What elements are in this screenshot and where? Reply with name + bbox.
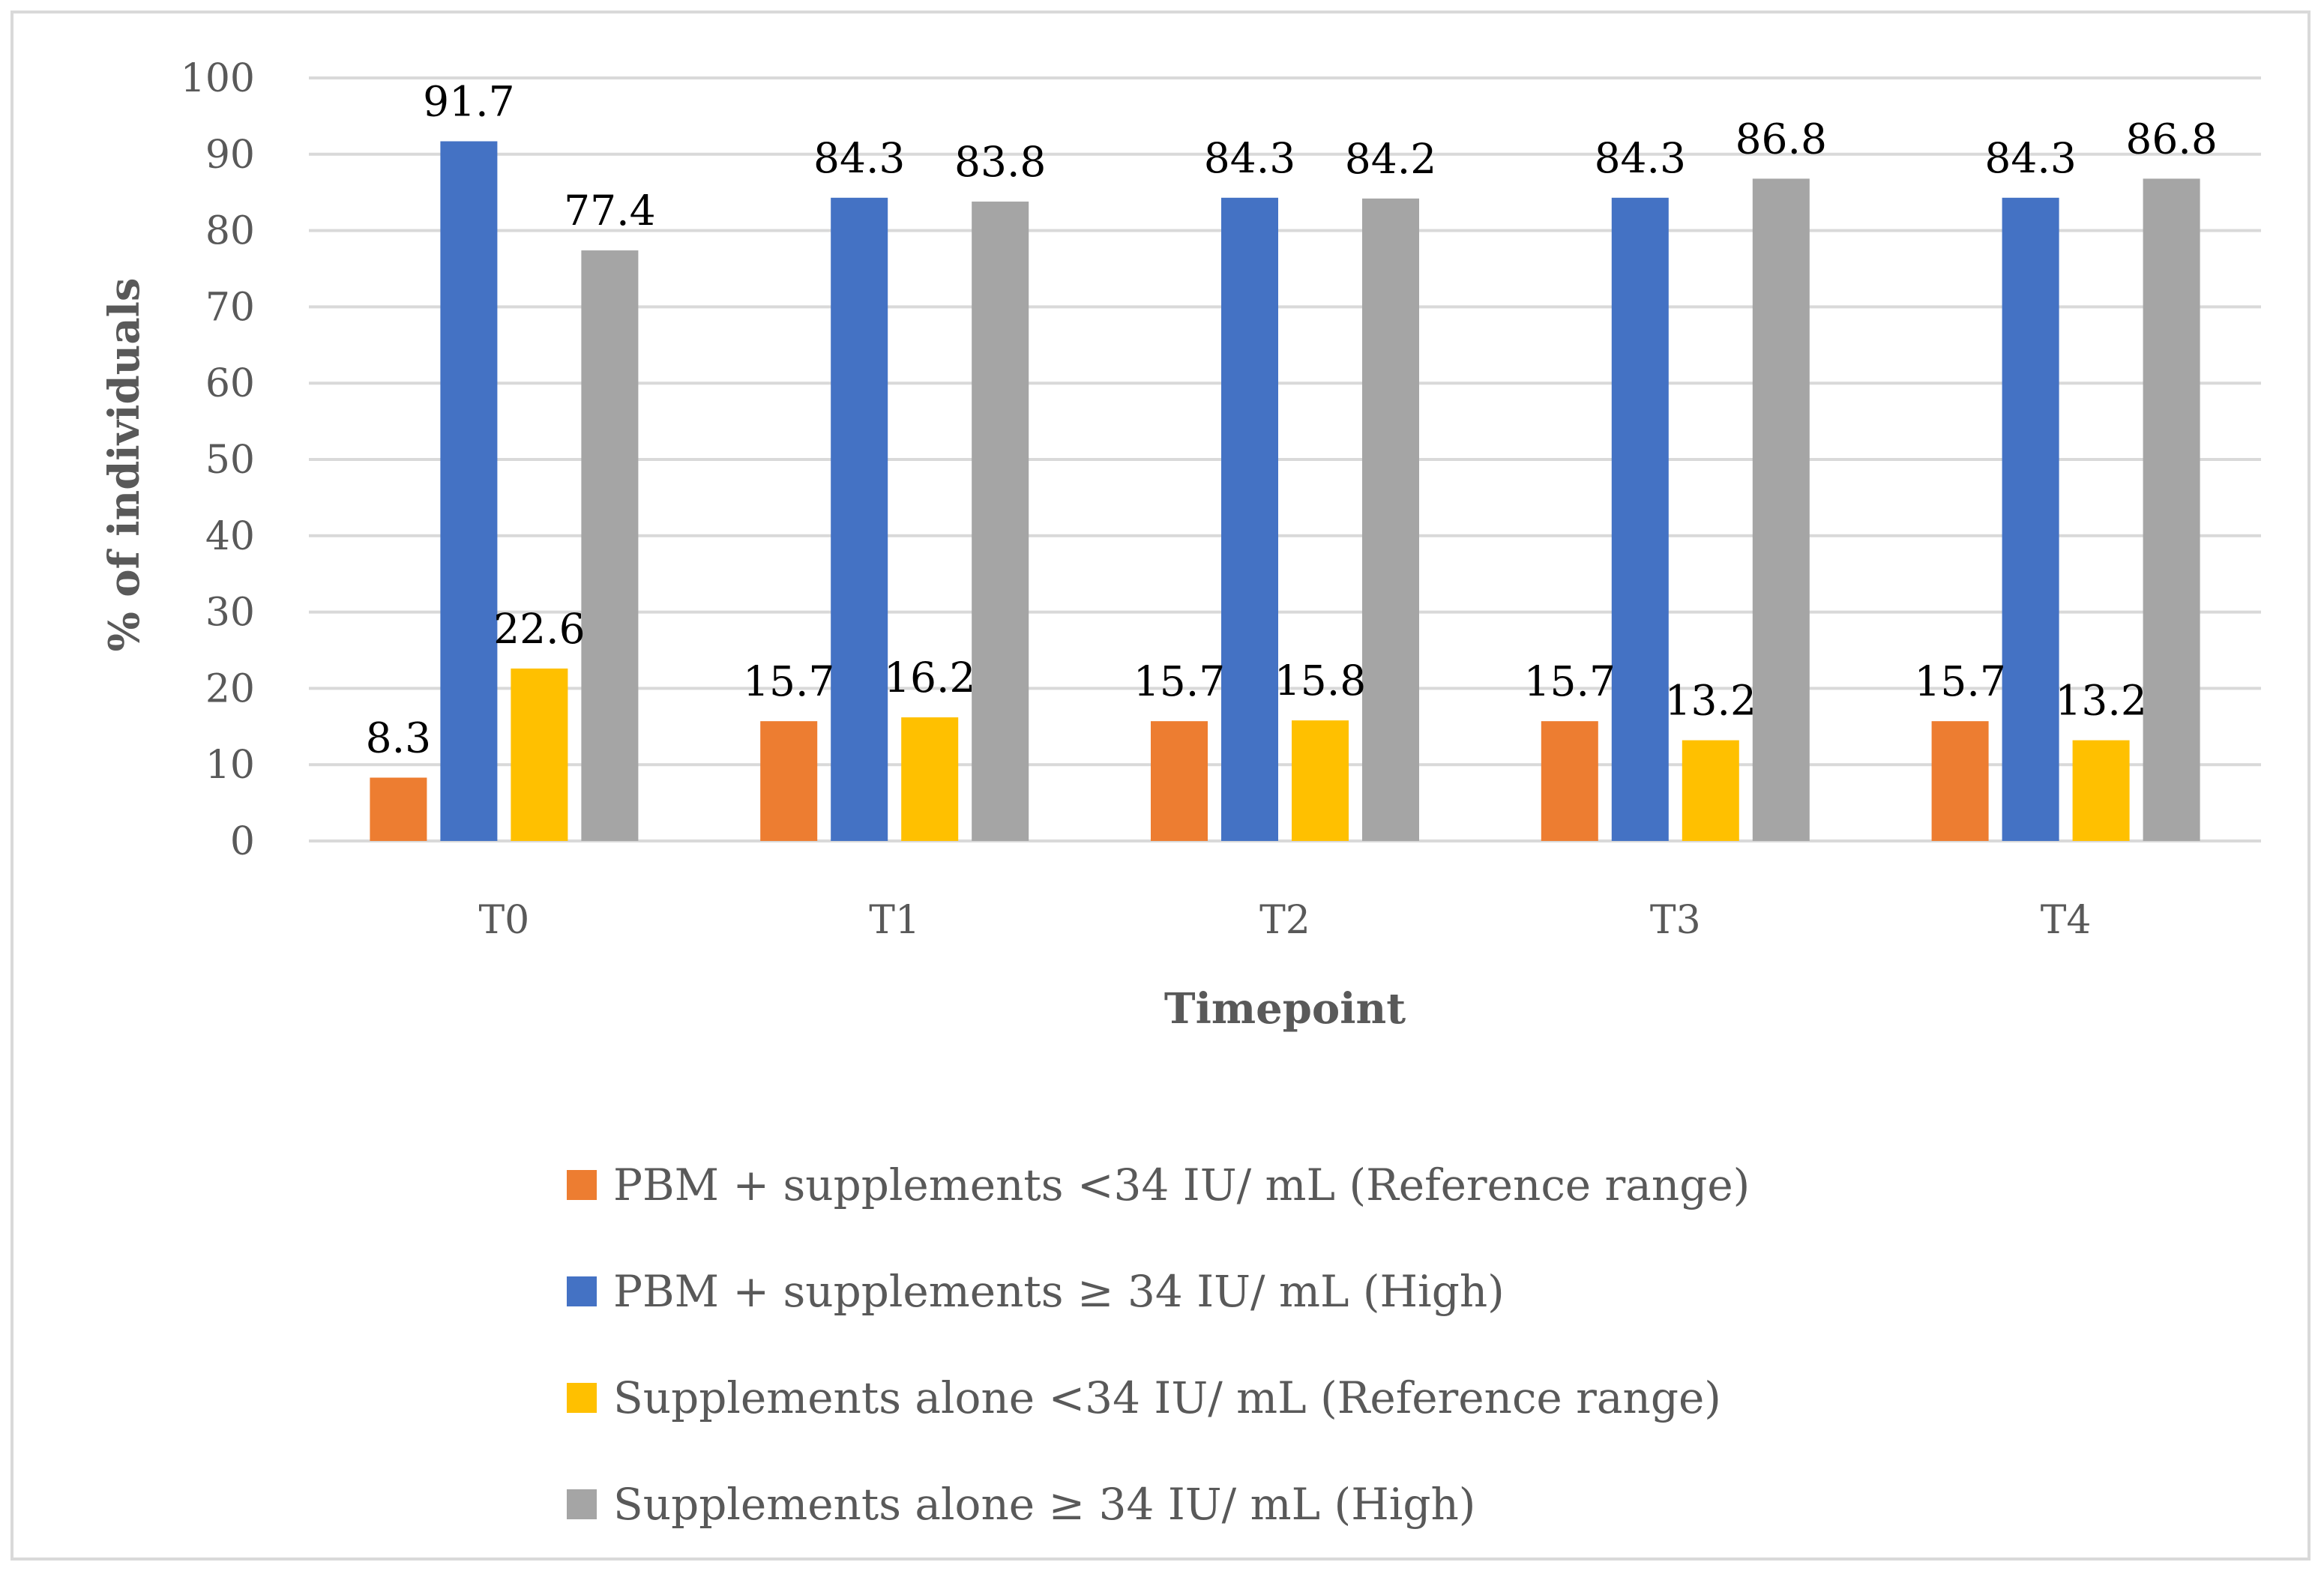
legend-swatch [567, 1383, 597, 1413]
data-label: 77.4 [564, 187, 655, 235]
data-label: 13.2 [2055, 677, 2146, 725]
data-label: 22.6 [493, 605, 585, 653]
data-label: 15.8 [1274, 657, 1366, 705]
bar [901, 717, 959, 841]
bar [1221, 197, 1278, 841]
bar [1362, 198, 1419, 841]
x-axis-title: Timepoint [1164, 984, 1406, 1034]
chart-frame [10, 10, 2311, 1561]
bar [581, 250, 639, 841]
data-label: 16.2 [884, 654, 975, 702]
bar [440, 141, 498, 841]
bar [2072, 740, 2130, 841]
bar [511, 668, 568, 841]
x-axis-ticks: T0 T1 T2 T3 T4 [479, 898, 2092, 943]
y-tick-label: 10 [205, 743, 255, 788]
x-tick-label: T4 [2041, 898, 2092, 943]
y-tick-label: 30 [205, 591, 255, 636]
data-label: 15.7 [1524, 657, 1616, 705]
bar [1752, 178, 1810, 842]
legend-swatch [567, 1276, 597, 1306]
data-label: 8.3 [366, 714, 431, 762]
legend-label: PBM + supplements ≥ 34 IU/ mL (High) [613, 1266, 1505, 1317]
y-tick-label: 40 [205, 514, 255, 559]
data-label: 84.3 [1595, 134, 1686, 182]
legend-item: Supplements alone ≥ 34 IU/ mL (High) [567, 1451, 2066, 1558]
legend-swatch [567, 1170, 597, 1200]
legend-label: Supplements alone ≥ 34 IU/ mL (High) [613, 1479, 1476, 1530]
data-label: 84.3 [1984, 134, 2076, 182]
x-tick-label: T2 [1259, 898, 1310, 943]
data-label: 84.3 [813, 134, 905, 182]
data-label: 86.8 [1736, 115, 1827, 163]
y-tick-label: 100 [181, 56, 255, 101]
data-label: 15.7 [743, 657, 834, 705]
y-tick-label: 20 [205, 666, 255, 711]
data-label: 83.8 [954, 138, 1046, 186]
x-tick-label: T1 [869, 898, 920, 943]
y-tick-label: 70 [205, 285, 255, 330]
bar [1292, 720, 1349, 841]
x-tick-label: T0 [479, 898, 530, 943]
data-label: 86.8 [2125, 115, 2217, 163]
bar [972, 201, 1029, 841]
bar [370, 777, 427, 841]
legend-item: PBM + supplements ≥ 34 IU/ mL (High) [567, 1238, 2066, 1345]
x-tick-label: T3 [1650, 898, 1701, 943]
y-tick-label: 50 [205, 438, 255, 483]
legend-label: PBM + supplements <34 IU/ mL (Reference … [613, 1160, 1750, 1210]
bar [831, 197, 888, 841]
bar [1151, 721, 1208, 841]
bars [370, 141, 2200, 842]
bar [1541, 721, 1598, 841]
data-label: 91.7 [423, 77, 514, 125]
y-axis-title: % of individuals [100, 278, 149, 652]
bar [760, 721, 818, 841]
data-label: 15.7 [1914, 657, 2005, 705]
y-tick-label: 0 [230, 819, 255, 864]
bar [2002, 197, 2059, 841]
bar [2143, 178, 2200, 842]
legend-swatch [567, 1489, 597, 1519]
y-tick-label: 60 [205, 361, 255, 406]
y-tick-label: 80 [205, 209, 255, 254]
data-label: 84.2 [1345, 135, 1436, 183]
bar [1682, 740, 1739, 841]
legend-label: Supplements alone <34 IU/ mL (Reference … [613, 1372, 1721, 1423]
bar [1611, 197, 1669, 841]
y-axis-ticks: 0 10 20 30 40 50 60 70 80 90 100 [181, 56, 255, 864]
data-label: 84.3 [1204, 134, 1295, 182]
legend-item: PBM + supplements <34 IU/ mL (Reference … [567, 1132, 2066, 1238]
bar [1931, 721, 1989, 841]
data-labels: 8.3 91.7 22.6 77.4 15.7 84.3 16.2 83.8 15.7 84.3 1… [366, 77, 2218, 762]
y-tick-label: 90 [205, 133, 255, 178]
legend: PBM + supplements <34 IU/ mL (Reference … [567, 1132, 2066, 1558]
legend-item: Supplements alone <34 IU/ mL (Reference … [567, 1345, 2066, 1451]
data-label: 13.2 [1665, 677, 1756, 725]
data-label: 15.7 [1134, 657, 1225, 705]
